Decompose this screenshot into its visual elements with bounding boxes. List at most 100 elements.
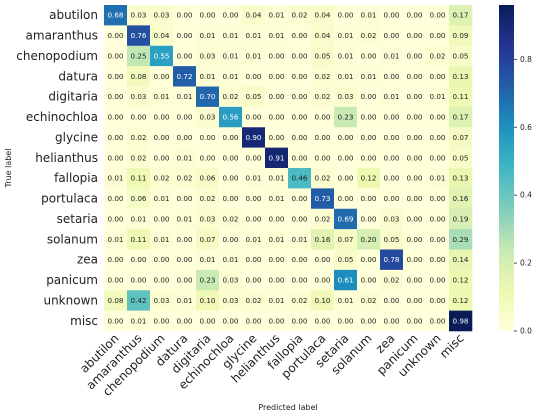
heatmap-cell (104, 147, 128, 169)
heatmap-cell (173, 208, 197, 230)
heatmap-cell (127, 229, 151, 250)
cell-value-label: 0.00 (383, 31, 399, 40)
cell-value-label: 0.06 (199, 174, 215, 183)
colorbar-tick-label: 0.2 (520, 259, 532, 268)
heatmap-cell (219, 290, 243, 311)
heatmap-cell (104, 229, 128, 250)
cell-value-label: 0.00 (406, 133, 422, 142)
cell-value-label: 0.00 (406, 153, 422, 162)
heatmap-cell (426, 249, 450, 271)
heatmap-cell (357, 5, 381, 26)
heatmap-cell (426, 310, 450, 332)
heatmap-cell (334, 106, 358, 128)
colorbar (499, 5, 514, 331)
cell-value-label: 0.00 (291, 194, 307, 203)
colorbar-tick-label: 0.4 (520, 191, 532, 200)
heatmap-cell (104, 106, 128, 128)
heatmap-cell (380, 106, 404, 128)
heatmap-cell (173, 147, 197, 169)
cell-value-label: 0.00 (153, 316, 169, 325)
cell-value-label: 0.00 (429, 31, 445, 40)
heatmap-cell (449, 168, 473, 189)
heatmap-cell (403, 147, 427, 169)
cell-value-label: 0.03 (222, 276, 238, 285)
cell-value-label: 0.01 (268, 235, 284, 244)
heatmap-cell (150, 5, 174, 26)
heatmap-cell (196, 249, 220, 271)
heatmap-cell (380, 25, 404, 47)
heatmap-cell (150, 168, 174, 189)
heatmap-cell (242, 168, 266, 189)
cell-value-label: 0.00 (406, 276, 422, 285)
heatmap-cell (150, 229, 174, 250)
y-tick-label: setaria (57, 212, 98, 226)
heatmap-cell (357, 269, 381, 291)
heatmap-cell (104, 25, 128, 47)
heatmap-cell (334, 310, 358, 332)
heatmap-cell (380, 86, 404, 108)
cell-value-label: 0.00 (314, 255, 330, 264)
cell-value-label: 0.01 (245, 235, 261, 244)
heatmap-cell (242, 290, 266, 311)
cell-value-label: 0.00 (130, 255, 146, 264)
heatmap-cell (104, 86, 128, 108)
y-tick-label: digitaria (48, 90, 98, 104)
cell-value-label: 0.00 (383, 153, 399, 162)
cell-value-label: 0.05 (314, 51, 330, 60)
heatmap-cell (357, 188, 381, 210)
cell-value-label: 0.25 (130, 51, 146, 60)
cell-value-label: 0.00 (291, 133, 307, 142)
heatmap-cell (288, 147, 312, 169)
cell-value-label: 0.02 (153, 174, 169, 183)
heatmap-cell (265, 249, 289, 271)
heatmap-cell (173, 249, 197, 271)
cell-value-label: 0.00 (337, 316, 353, 325)
cell-value-label: 0.00 (291, 92, 307, 101)
cell-value-label: 0.11 (130, 235, 146, 244)
cell-value-label: 0.07 (199, 235, 215, 244)
heatmap-cell (449, 25, 473, 47)
cell-value-label: 0.01 (337, 72, 353, 81)
cell-value-label: 0.00 (406, 92, 422, 101)
heatmap-cell (311, 229, 335, 250)
heatmap-cell (173, 188, 197, 210)
y-tick-label: abutilon (49, 8, 98, 22)
cell-value-label: 0.00 (406, 235, 422, 244)
cell-value-label: 0.00 (429, 316, 445, 325)
heatmap-cell (219, 45, 243, 67)
cell-value-label: 0.00 (245, 214, 261, 223)
cell-value-label: 0.03 (130, 11, 146, 20)
colorbar-tick-label: 0.0 (520, 327, 532, 336)
y-tick-labels: abutilon amaranthus chenopodium datura digit… (16, 8, 98, 328)
heatmap-cell (403, 229, 427, 250)
cell-value-label: 0.03 (383, 214, 399, 223)
heatmap-cell (403, 249, 427, 271)
cell-value-label: 0.08 (107, 296, 123, 305)
cell-value-label: 0.00 (406, 11, 422, 20)
cell-value-label: 0.01 (176, 92, 192, 101)
heatmap-cell (196, 127, 220, 148)
heatmap-cell (242, 127, 266, 148)
cell-value-label: 0.00 (360, 153, 376, 162)
heatmap-cell (265, 66, 289, 87)
cell-value-label: 0.00 (107, 113, 123, 122)
cell-value-label: 0.01 (222, 51, 238, 60)
heatmap-cell (265, 229, 289, 250)
heatmap-cell (426, 188, 450, 210)
cell-value-label: 0.98 (452, 316, 468, 325)
heatmap-cell (403, 290, 427, 311)
cell-value-label: 0.00 (176, 235, 192, 244)
heatmap-cell (150, 188, 174, 210)
cell-value-label: 0.00 (337, 194, 353, 203)
cell-value-label: 0.05 (383, 235, 399, 244)
heatmap-cell (173, 86, 197, 108)
cell-value-label: 0.16 (452, 194, 468, 203)
heatmap-cell (196, 188, 220, 210)
cell-value-label: 0.01 (245, 174, 261, 183)
cell-value-label: 0.03 (130, 92, 146, 101)
cell-value-label: 0.00 (107, 276, 123, 285)
cell-value-label: 0.01 (222, 72, 238, 81)
heatmap-cell (150, 25, 174, 47)
cell-value-label: 0.00 (222, 133, 238, 142)
heatmap-cell (357, 229, 381, 250)
